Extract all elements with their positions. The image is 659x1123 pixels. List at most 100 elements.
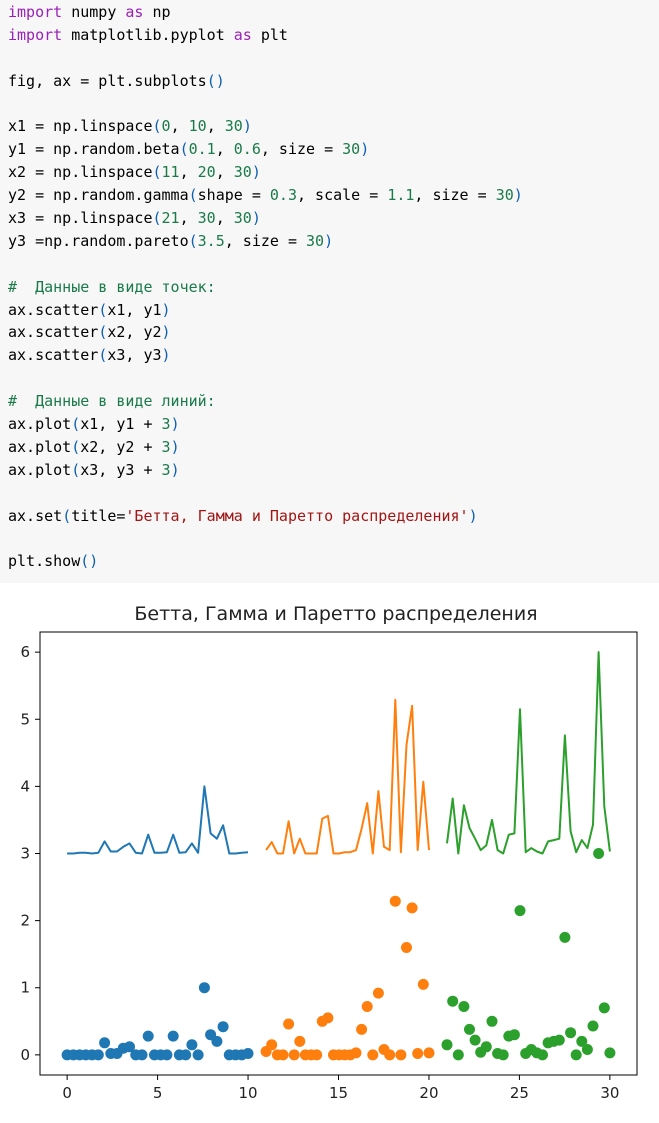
- scatter-point: [136, 1049, 148, 1061]
- code-token: import: [8, 25, 63, 44]
- code-token: # Данные в виде линий:: [8, 392, 216, 411]
- code-token: ,: [215, 163, 234, 182]
- code-token: x1 = np.linspace: [8, 117, 153, 136]
- scatter-point: [277, 1049, 289, 1061]
- code-line: x1 = np.linspace(0, 10, 30): [8, 115, 659, 138]
- code-token: , size =: [224, 231, 307, 250]
- code-token: ): [170, 460, 180, 479]
- scatter-point: [581, 1044, 593, 1055]
- code-token: , size =: [260, 140, 343, 159]
- code-token: y2 = np.random.gamma: [8, 186, 189, 205]
- code-token: x1, y1 +: [80, 415, 162, 434]
- scatter-point: [92, 1049, 104, 1061]
- scatter-point: [288, 1049, 300, 1061]
- code-token: ): [468, 506, 478, 525]
- scatter-point: [211, 1035, 223, 1047]
- code-line: fig, ax = plt.subplots(): [8, 70, 659, 93]
- code-token: 'Бетта, Гамма и Паретто распределения': [125, 506, 469, 525]
- scatter-point: [294, 1035, 306, 1047]
- code-line: ax.scatter(x1, y1): [8, 299, 659, 322]
- y-tick-label: 6: [20, 643, 30, 661]
- scatter-point: [553, 1034, 565, 1046]
- code-token: 20: [197, 163, 216, 182]
- code-line: [8, 367, 659, 390]
- code-token: 30: [197, 209, 216, 228]
- code-line: plt.show(): [8, 550, 659, 573]
- code-line: ax.scatter(x3, y3): [8, 344, 659, 367]
- code-token: 3: [161, 437, 171, 456]
- code-token: (): [80, 552, 99, 571]
- code-line: import matplotlib.pyplot as plt: [8, 24, 659, 47]
- code-line: x2 = np.linspace(11, 20, 30): [8, 161, 659, 184]
- code-token: x3, y3: [107, 346, 162, 365]
- scatter-point: [576, 1035, 588, 1047]
- scatter-point: [350, 1047, 362, 1059]
- code-token: x1, y1: [107, 300, 162, 319]
- y-tick-label: 5: [20, 710, 30, 728]
- y-axis: 0 1 2 3 4 5 6: [20, 643, 40, 1064]
- code-token: fig, ax = plt.subplots: [8, 71, 207, 90]
- scatter-point: [124, 1041, 135, 1053]
- scatter-point: [497, 1049, 509, 1061]
- code-token: # Данные в виде точек:: [8, 277, 216, 296]
- code-line: x3 = np.linspace(21, 30, 30): [8, 207, 659, 230]
- x-tick-label: 5: [153, 1084, 163, 1102]
- scatter-point: [559, 931, 571, 943]
- code-token: , size =: [414, 186, 496, 205]
- code-token: 10: [188, 117, 207, 136]
- code-token: x3 = np.linspace: [8, 209, 153, 228]
- scatter-point: [217, 1021, 229, 1033]
- scatter-point: [311, 1049, 323, 1061]
- code-token: 3: [161, 415, 171, 434]
- code-token: 30: [306, 231, 325, 250]
- code-line: [8, 93, 659, 116]
- y-tick-label: 0: [20, 1046, 30, 1064]
- code-token: x2 = np.linspace: [8, 163, 153, 182]
- code-line: ax.scatter(x2, y2): [8, 321, 659, 344]
- code-token: ax.scatter: [8, 346, 99, 365]
- code-token: ): [513, 186, 523, 205]
- scatter-point: [598, 1002, 610, 1014]
- code-line: [8, 527, 659, 550]
- scatter-point: [384, 1049, 396, 1061]
- code-token: ,: [215, 140, 234, 159]
- code-token: matplotlib.pyplot: [62, 25, 234, 44]
- scatter-point: [186, 1039, 198, 1051]
- code-token: (: [152, 163, 162, 182]
- code-token: shape =: [197, 186, 270, 205]
- code-token: (: [71, 415, 81, 434]
- code-token: 30: [342, 140, 361, 159]
- code-editor[interactable]: import numpy as np import matplotlib.pypl…: [8, 1, 659, 573]
- code-line: # Данные в виде линий:: [8, 390, 659, 413]
- scatter-point: [464, 1023, 475, 1035]
- code-token: (): [206, 71, 225, 90]
- x-axis: 0 5 10 15 20 25 30: [62, 1075, 619, 1102]
- scatter-point: [401, 942, 412, 953]
- code-token: (: [188, 231, 198, 250]
- scatter-point: [367, 1049, 379, 1061]
- x-tick-label: 30: [600, 1084, 619, 1102]
- code-token: (: [179, 140, 189, 159]
- scatter-point: [486, 1015, 498, 1027]
- scatter-point: [283, 1018, 295, 1030]
- code-token: np: [143, 3, 171, 21]
- code-token: y1 = np.random.beta: [8, 140, 180, 159]
- x-tick-label: 15: [329, 1084, 348, 1102]
- scatter-point: [412, 1048, 424, 1059]
- code-line: # Данные в виде точек:: [8, 276, 659, 299]
- scatter-point: [266, 1039, 278, 1051]
- code-token: 30: [224, 117, 243, 136]
- scatter-point: [441, 1039, 453, 1051]
- code-token: (: [98, 346, 108, 365]
- code-token: title=: [71, 506, 126, 525]
- scatter-point: [417, 978, 429, 990]
- y-tick-label: 3: [20, 845, 30, 863]
- scatter-point: [469, 1034, 481, 1046]
- code-token: ): [161, 323, 171, 342]
- code-token: (: [62, 506, 72, 525]
- plot-series: [61, 651, 616, 1061]
- scatter-point: [537, 1049, 548, 1061]
- code-token: , scale =: [297, 186, 388, 205]
- scatter-point: [458, 1001, 470, 1012]
- code-cell[interactable]: import numpy as np import matplotlib.pypl…: [0, 0, 659, 583]
